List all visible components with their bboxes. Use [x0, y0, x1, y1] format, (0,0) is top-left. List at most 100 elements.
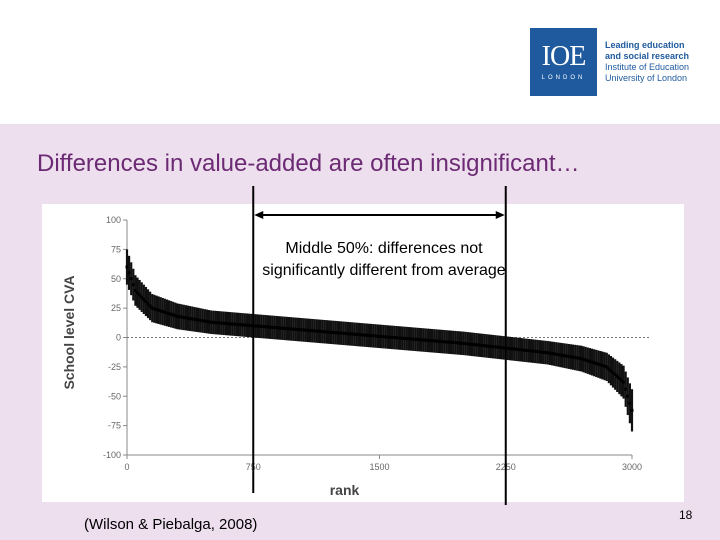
data-point — [428, 339, 432, 343]
data-point — [213, 321, 217, 325]
data-point — [342, 331, 346, 335]
data-point — [447, 340, 451, 344]
data-point — [178, 315, 182, 319]
data-point — [338, 331, 342, 335]
data-point — [607, 367, 611, 371]
data-point — [232, 322, 236, 326]
annotation-line-2: significantly different from average — [262, 262, 506, 279]
data-point — [430, 339, 434, 343]
data-point — [184, 316, 188, 320]
data-point — [180, 315, 184, 319]
y-tick-label: 75 — [111, 244, 121, 254]
data-point — [289, 327, 293, 331]
data-point — [512, 347, 516, 351]
data-point — [424, 338, 428, 342]
y-tick-label: -75 — [108, 421, 121, 431]
data-point — [186, 316, 190, 320]
data-point — [396, 336, 400, 340]
data-point — [274, 326, 278, 330]
data-point — [537, 350, 541, 354]
data-point — [205, 319, 209, 323]
data-point — [436, 339, 440, 343]
x-tick-label: 0 — [124, 462, 129, 472]
data-point — [323, 330, 327, 334]
data-point — [173, 314, 177, 318]
data-point — [422, 338, 426, 342]
data-point — [609, 369, 613, 373]
data-point — [209, 320, 213, 324]
data-point — [611, 371, 615, 375]
data-point — [413, 337, 417, 341]
data-point — [575, 356, 579, 360]
data-point — [247, 323, 251, 327]
data-point — [316, 329, 320, 333]
data-point — [144, 300, 148, 304]
data-point — [352, 332, 356, 336]
data-point — [163, 310, 167, 314]
data-point — [146, 302, 150, 306]
data-point — [260, 324, 264, 328]
x-axis-label: rank — [330, 482, 360, 498]
data-point — [468, 342, 472, 346]
data-point — [548, 351, 552, 355]
data-point — [556, 353, 560, 357]
data-point — [255, 324, 259, 328]
data-point — [384, 335, 388, 339]
y-axis-label: School level CVA — [61, 275, 77, 389]
data-point — [363, 333, 367, 337]
slide-title: Differences in value-added are often ins… — [37, 150, 580, 177]
data-point — [285, 327, 289, 331]
data-point — [129, 277, 133, 281]
data-point — [489, 344, 493, 348]
data-point — [502, 346, 506, 350]
data-point — [470, 342, 474, 346]
data-point — [283, 326, 287, 330]
data-point — [554, 352, 558, 356]
ioe-logo-mark: IOE LONDON — [530, 28, 597, 96]
data-point — [434, 339, 438, 343]
data-point — [432, 339, 436, 343]
data-point — [405, 337, 409, 341]
data-point — [138, 293, 142, 297]
data-point — [533, 349, 537, 353]
data-point — [580, 357, 583, 361]
data-point — [506, 346, 510, 350]
data-point — [133, 289, 137, 292]
data-point — [567, 354, 571, 358]
data-point — [394, 336, 398, 340]
data-point — [615, 374, 619, 378]
data-point — [510, 347, 514, 351]
data-point — [241, 323, 245, 327]
data-point — [529, 349, 533, 353]
data-point — [308, 329, 312, 333]
data-point — [460, 341, 464, 345]
data-point — [603, 364, 607, 368]
data-point — [222, 321, 226, 325]
data-point — [230, 322, 234, 326]
data-point — [449, 340, 453, 344]
data-point — [500, 346, 504, 350]
data-point — [262, 325, 266, 329]
data-point — [215, 321, 219, 325]
data-point — [279, 326, 283, 330]
data-point — [350, 332, 354, 336]
logo-line-2: and social research — [605, 51, 690, 61]
data-point — [302, 328, 306, 332]
data-point — [552, 352, 556, 356]
data-point — [601, 364, 605, 368]
data-point — [150, 306, 154, 310]
data-point — [371, 334, 375, 338]
data-point — [403, 336, 407, 340]
arrow-head-right — [495, 211, 505, 219]
data-point — [386, 335, 390, 339]
data-point — [157, 308, 161, 312]
data-point — [331, 330, 335, 334]
data-point — [523, 348, 527, 352]
data-point — [197, 318, 201, 322]
data-point — [266, 325, 270, 329]
data-point — [194, 318, 198, 322]
data-point — [131, 283, 135, 287]
data-point — [495, 345, 499, 349]
data-point — [272, 326, 276, 330]
data-point — [596, 362, 600, 366]
